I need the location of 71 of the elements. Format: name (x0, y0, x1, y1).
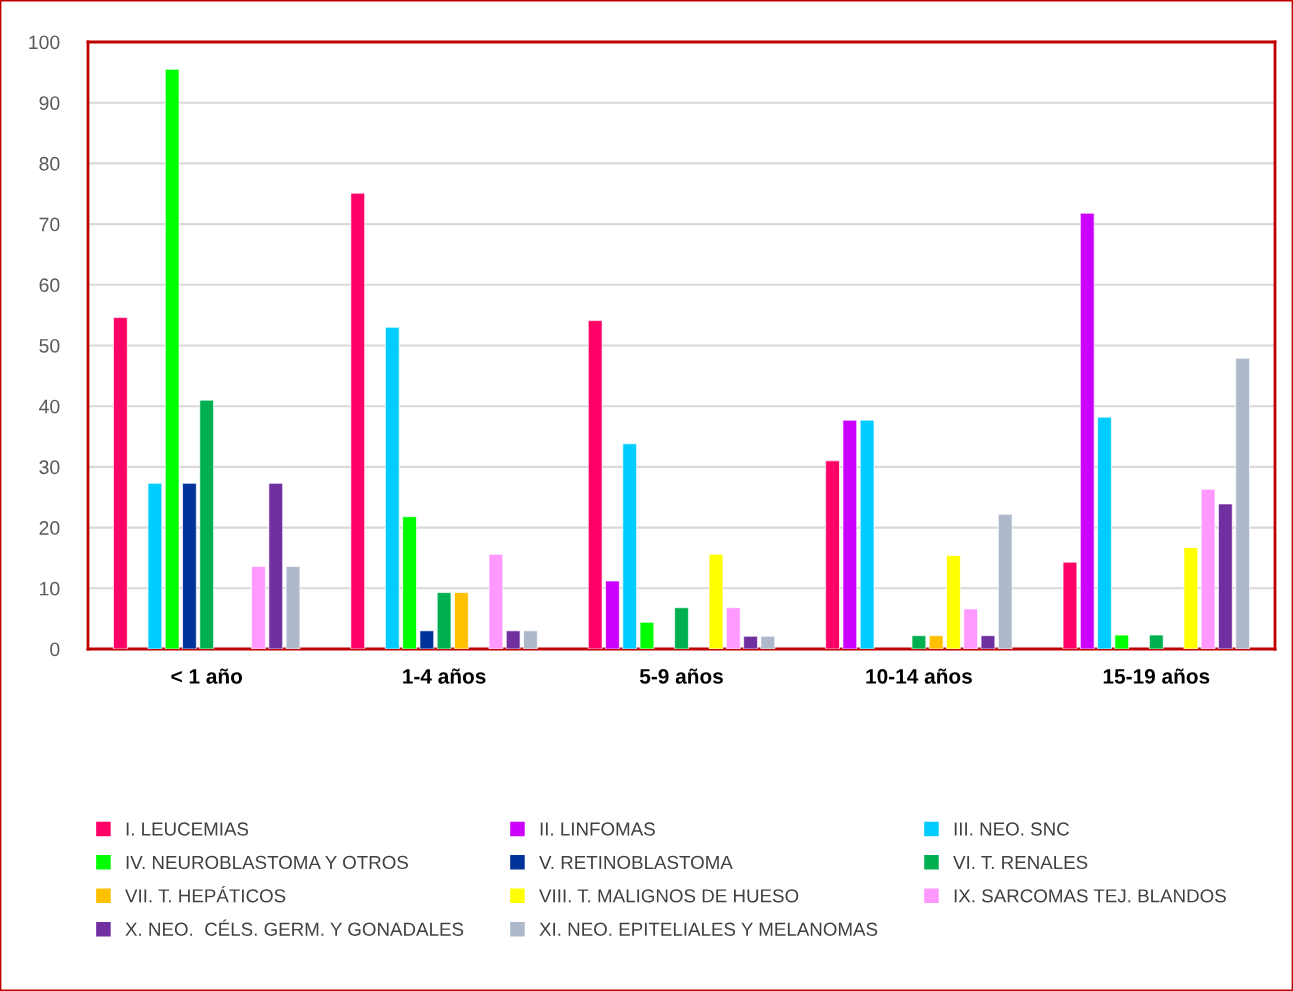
y-tick-label: 90 (39, 96, 60, 110)
y-tick-label: 50 (39, 338, 60, 353)
bar (622, 443, 637, 649)
x-tick-label: 15-19 años (1103, 668, 1210, 684)
legend-label: II. LINFOMAS (540, 822, 655, 836)
legend-label: III. NEO. SNC (954, 822, 1070, 836)
legend-label: I. LEUCEMIAS (126, 822, 249, 836)
bar (164, 68, 180, 649)
y-tick-label: 10 (40, 581, 60, 596)
y-tick-label: 100 (29, 35, 60, 50)
bar (911, 635, 927, 649)
bar (946, 555, 961, 649)
bar (587, 320, 603, 649)
bar (1200, 489, 1216, 649)
y-tick-label: 70 (39, 217, 60, 232)
bar (1235, 357, 1250, 649)
bar (760, 635, 776, 649)
bar (454, 592, 469, 649)
bar (285, 566, 301, 649)
x-tick-label: 5-9 años (639, 668, 723, 684)
bar (1114, 634, 1130, 649)
bar (1149, 634, 1164, 649)
y-tick-label: 40 (39, 399, 60, 414)
bar (963, 608, 978, 649)
y-tick-label: 60 (39, 278, 60, 293)
legend-label: VII. T. HEPÁTICOS (125, 886, 286, 903)
bar (1218, 503, 1233, 649)
bar (825, 460, 840, 649)
bar (605, 580, 620, 649)
legend-label: V. RETINOBLASTOMA (539, 855, 733, 870)
bar (928, 635, 944, 649)
bar (639, 621, 655, 649)
bar (842, 419, 858, 649)
bar (113, 317, 128, 649)
bar (980, 635, 996, 649)
bar (1097, 416, 1112, 649)
y-tick-label: 30 (39, 460, 60, 475)
bar (251, 566, 266, 649)
x-tick-label: 10-14 años (866, 668, 972, 684)
bar (488, 553, 504, 649)
bar (997, 513, 1013, 649)
x-tick-label: < 1 año (171, 668, 243, 684)
bar (436, 592, 452, 649)
bar (505, 630, 521, 649)
bar (1062, 561, 1078, 649)
bar (523, 630, 538, 649)
bar (199, 399, 214, 649)
y-tick-label: 80 (39, 156, 60, 171)
bar (743, 635, 758, 649)
bar (859, 419, 875, 649)
bar (1183, 547, 1199, 649)
bar (147, 482, 163, 649)
bar (402, 516, 417, 649)
bar (419, 630, 435, 649)
y-tick-label: 0 (50, 642, 60, 657)
x-tick-label: 1-4 años (403, 668, 486, 684)
bar (1079, 212, 1095, 649)
legend-label: VI. T. RENALES (953, 855, 1088, 870)
bar (350, 192, 366, 649)
legend-label: IV. NEUROBLASTOMA Y OTROS (126, 855, 408, 870)
legend-label: XI. NEO. EPITELIALES Y MELANOMAS (539, 922, 878, 936)
legend-label: VIII. T. MALIGNOS DE HUESO (539, 889, 799, 903)
bar (268, 482, 284, 649)
legend-label: IX. SARCOMAS TEJ. BLANDOS (954, 889, 1226, 903)
bar (385, 326, 400, 649)
legend-label: X. NEO. CÉLS. GERM. Y GONADALES (125, 919, 464, 936)
bar (726, 607, 741, 649)
bar (182, 482, 197, 649)
bar (708, 553, 724, 649)
y-tick-label: 20 (39, 521, 60, 535)
bar (674, 607, 689, 649)
